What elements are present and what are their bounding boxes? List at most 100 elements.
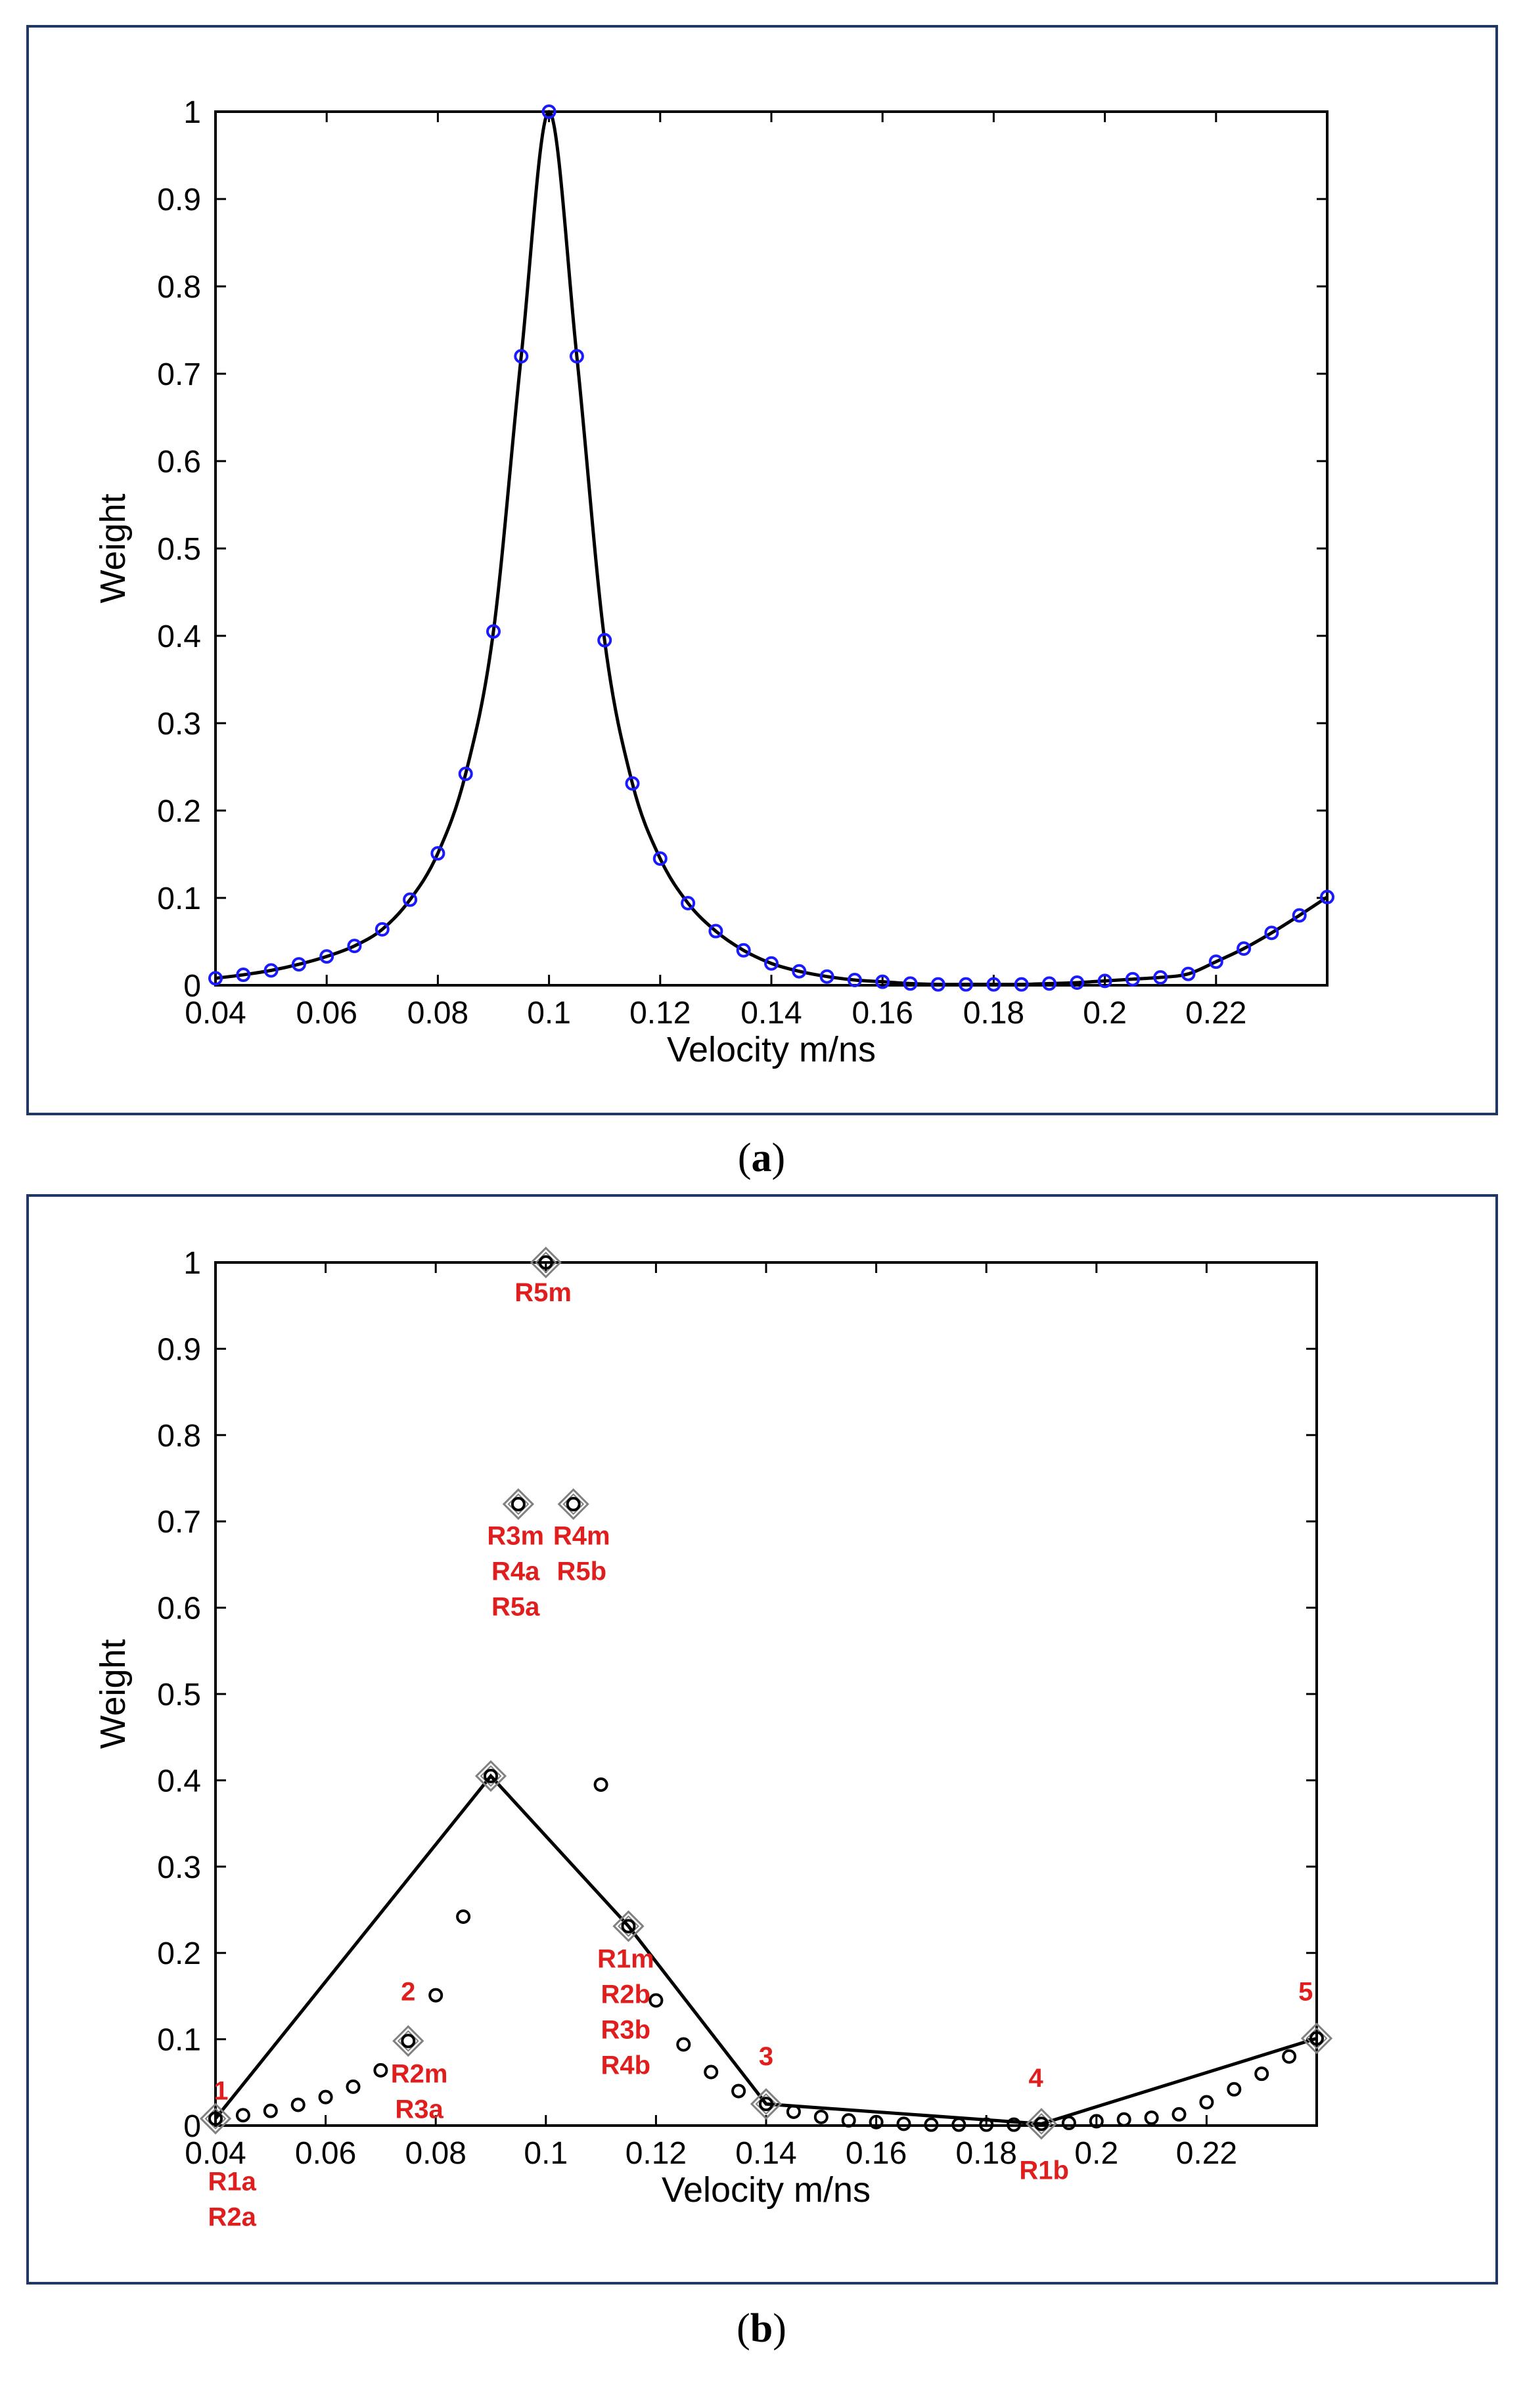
chart-a-data-point (347, 939, 362, 954)
chart-b-selected-diamond-inner (397, 2030, 419, 2052)
chart-b-data-point (1309, 2031, 1324, 2046)
chart-b-segment-number-label: 2 (401, 1977, 415, 2006)
chart-b-data-point (704, 2064, 719, 2080)
chart-a-x-tick-label: 0.12 (629, 996, 691, 1031)
chart-b-selected-diamond-outer (1025, 2108, 1058, 2140)
chart-a-data-point (514, 349, 529, 364)
chart-b-selected-diamond-inner (755, 2093, 777, 2115)
chart-a-data-point (736, 943, 751, 958)
chart-b-selected-diamond-outer (750, 2088, 783, 2120)
chart-a-data-point (708, 924, 723, 939)
chart-a-x-tick-label: 0.08 (407, 996, 468, 1031)
chart-a-x-tick-label: 0.14 (740, 996, 802, 1031)
chart-b-y-tick-label: 0.2 (157, 1936, 201, 1971)
chart-b-y-tick-label: 0.4 (157, 1764, 201, 1798)
chart-b-data-point (621, 1919, 636, 1934)
chart-b-data-point (346, 2079, 361, 2094)
chart-b-x-tick-label: 0.22 (1176, 2136, 1237, 2171)
chart-a-data-point (486, 624, 501, 639)
chart-b-data-point (924, 2117, 939, 2132)
chart-b-y-tick-label: 1 (183, 1246, 201, 1281)
chart-b-data-point (731, 2084, 746, 2099)
chart-b-data-point (593, 1777, 608, 1792)
chart-b-fitted-polyline (214, 1773, 1317, 2126)
chart-b-region-annotation: R1a (208, 2168, 256, 2196)
chart-b-data-point (428, 1988, 443, 2003)
chart-b-data-point (648, 1993, 664, 2008)
chart-b-data-point (401, 2034, 416, 2049)
chart-b-data-point (841, 2113, 856, 2128)
chart-a-data-point (375, 922, 390, 937)
chart-a-data-point (1070, 975, 1085, 991)
chart-b-region-annotation: R5b (557, 1557, 606, 1586)
chart-a-data-point (291, 957, 306, 972)
chart-a-x-tick-label: 0.04 (185, 996, 246, 1031)
chart-b-data-point (208, 2111, 223, 2126)
chart-panel-a: 0.04 0.06 0.08 0.1 0.12 0.14 0.16 0.18 0.2 0.22 0 0… (26, 25, 1498, 1115)
chart-b-data-point (1282, 2049, 1297, 2064)
chart-b-x-axis-title: Velocity m/ns (662, 2170, 871, 2210)
chart-b-selected-diamond-inner (204, 2108, 227, 2129)
caption-a: (a) (0, 1135, 1523, 1182)
chart-b-data-point (869, 2114, 884, 2129)
chart-b-data-point (1254, 2066, 1269, 2082)
chart-a-data-point (208, 971, 223, 986)
chart-a-y-tick-label: 0.2 (157, 794, 201, 829)
chart-b-selected-diamond-inner (1030, 2112, 1053, 2135)
chart-a-data-point (681, 895, 696, 910)
chart-b-data-point (318, 2089, 333, 2105)
chart-b-data-point (538, 1255, 553, 1270)
chart-b-data-point (373, 2062, 388, 2078)
chart-a-data-point (986, 977, 1001, 992)
chart-a-x-tick-label: 0.06 (296, 996, 357, 1031)
chart-b-data-point (1116, 2112, 1131, 2127)
chart-b-svg: 0.04 0.06 0.08 0.1 0.12 0.14 0.16 0.18 0.2 0.2200… (93, 1246, 1333, 2232)
chart-a-data-point (652, 851, 668, 866)
chart-b-data-point (290, 2097, 306, 2112)
chart-b-selected-diamond-inner (480, 1765, 502, 1787)
chart-a-x-tick-label: 0.1 (527, 996, 571, 1031)
chart-b-x-tick-label: 0.04 (185, 2136, 246, 2171)
chart-a-x-tick-label: 0.22 (1185, 996, 1246, 1031)
chart-b-data-point (511, 1496, 526, 1511)
chart-b-region-annotation: R2m (391, 2059, 448, 2088)
chart-a-data-point (1292, 908, 1307, 923)
chart-a-data-point (903, 976, 918, 991)
chart-b-region-annotation: R3b (601, 2016, 651, 2045)
chart-b-region-annotation: R2b (601, 1980, 651, 2009)
chart-b-selected-diamond-inner (618, 1915, 639, 1937)
chart-a-y-axis-title: Weight (93, 493, 133, 603)
chart-a-y-tick-label: 0.7 (157, 357, 201, 392)
chart-b-x-tick-label: 0.06 (295, 2136, 356, 2171)
chart-a-data-point (569, 349, 584, 364)
chart-a-x-axis-title: Velocity m/ns (667, 1030, 876, 1069)
chart-b-data-point (1144, 2110, 1159, 2126)
chart-b-x-tick-label: 0.16 (846, 2136, 907, 2171)
chart-b-data-point (456, 1909, 471, 1925)
chart-a-data-point (430, 846, 445, 861)
chart-a-data-point (1042, 976, 1057, 991)
chart-b-x-tick-label: 0.12 (625, 2136, 687, 2171)
chart-b-region-annotation: R1b (1019, 2156, 1069, 2185)
chart-a-x-tick-label: 0.18 (963, 996, 1024, 1031)
chart-b-selected-diamond-outer (502, 1488, 535, 1521)
caption-b: (b) (0, 2306, 1523, 2352)
chart-a-data-point (847, 973, 862, 988)
chart-b-data-point (235, 2108, 250, 2123)
chart-b-y-tick-label: 0 (183, 2109, 201, 2144)
chart-b-data-point (676, 2037, 691, 2052)
chart-b-x-tick-label: 0.1 (524, 2136, 568, 2171)
chart-a-data-point (236, 968, 251, 983)
chart-panel-b: 0.04 0.06 0.08 0.1 0.12 0.14 0.16 0.18 0.2 0.22 0 0… (26, 1194, 1498, 2285)
chart-b-region-annotation: R4b (601, 2051, 651, 2080)
chart-b-x-tick-label: 0.14 (735, 2136, 796, 2171)
chart-a-y-tick-label: 0.4 (157, 619, 201, 654)
chart-b-data-point (1171, 2107, 1187, 2122)
caption-b-open: ( (737, 2306, 750, 2351)
chart-b-y-tick-label: 0.9 (157, 1332, 201, 1367)
chart-a-y-tick-label: 0.6 (157, 445, 201, 479)
chart-b-selected-diamond-outer (392, 2025, 424, 2057)
chart-a-data-point (1153, 970, 1168, 985)
chart-a-data-point (1320, 889, 1334, 904)
chart-b-y-tick-label: 0.3 (157, 1850, 201, 1885)
